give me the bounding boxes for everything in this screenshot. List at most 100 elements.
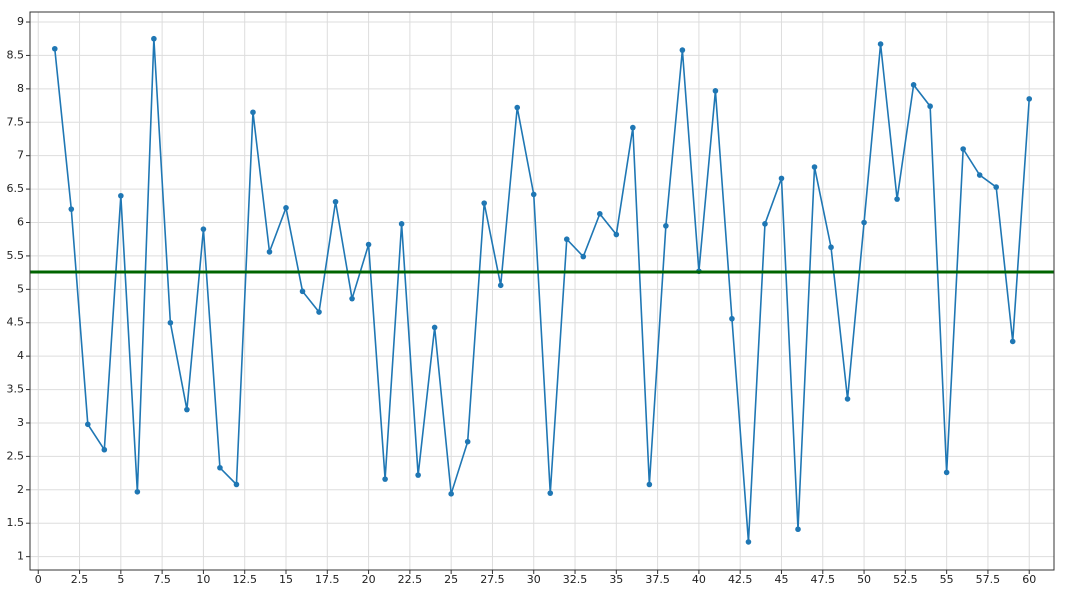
x-tick-label: 0 bbox=[35, 573, 42, 586]
point bbox=[613, 231, 620, 238]
x-tick-label: 20 bbox=[362, 573, 376, 586]
x-tick-label: 35 bbox=[609, 573, 623, 586]
y-tick-label: 1.5 bbox=[7, 516, 25, 529]
x-tick-label: 42.5 bbox=[728, 573, 753, 586]
point bbox=[349, 295, 355, 302]
y-tick-label: 7.5 bbox=[7, 115, 25, 128]
x-tick-label: 27.5 bbox=[480, 573, 505, 586]
point bbox=[679, 47, 686, 53]
point bbox=[85, 421, 91, 428]
point bbox=[514, 104, 521, 111]
y-tick-label: 4.5 bbox=[7, 316, 25, 329]
point bbox=[976, 172, 983, 178]
point bbox=[960, 146, 966, 152]
point bbox=[910, 82, 917, 88]
x-tick-label: 25 bbox=[444, 573, 458, 586]
point bbox=[431, 324, 438, 331]
point bbox=[382, 476, 388, 482]
y-tick-label: 9 bbox=[17, 15, 24, 28]
point bbox=[844, 396, 851, 402]
x-tick-label: 12.5 bbox=[232, 573, 257, 586]
x-tick-label: 7.5 bbox=[153, 573, 171, 586]
x-tick-label: 45 bbox=[774, 573, 788, 586]
point bbox=[530, 191, 537, 198]
x-tick-label: 57.5 bbox=[976, 573, 1001, 586]
point bbox=[398, 221, 405, 227]
plot-frame bbox=[29, 11, 1055, 571]
x-tick-label: 5 bbox=[117, 573, 124, 586]
y-tick-label: 2 bbox=[17, 483, 24, 496]
y-tick-label: 8 bbox=[17, 82, 24, 95]
point bbox=[283, 205, 289, 211]
point bbox=[646, 481, 653, 488]
point bbox=[597, 211, 603, 217]
point bbox=[993, 184, 999, 190]
y-tick-label: 6.5 bbox=[7, 182, 25, 195]
point bbox=[861, 219, 867, 226]
point bbox=[762, 221, 768, 227]
point bbox=[481, 200, 487, 206]
series-line bbox=[53, 38, 1031, 542]
point bbox=[1026, 96, 1033, 102]
point bbox=[943, 469, 950, 476]
point bbox=[118, 192, 124, 199]
point bbox=[266, 249, 273, 255]
point bbox=[927, 103, 933, 110]
x-tick-label: 10 bbox=[196, 573, 210, 586]
point bbox=[828, 244, 834, 251]
x-tick-label: 2.5 bbox=[71, 573, 89, 586]
y-tick-label: 2.5 bbox=[7, 449, 25, 462]
point bbox=[217, 464, 223, 471]
point bbox=[729, 315, 735, 322]
x-tick-label: 47.5 bbox=[811, 573, 836, 586]
x-tick-label: 22.5 bbox=[398, 573, 423, 586]
point bbox=[167, 319, 174, 326]
x-tick-label: 60 bbox=[1022, 573, 1036, 586]
point bbox=[101, 446, 108, 453]
point bbox=[316, 309, 322, 315]
y-tick-label: 7 bbox=[17, 149, 24, 162]
point bbox=[563, 236, 570, 243]
point bbox=[151, 35, 157, 42]
point bbox=[580, 253, 587, 260]
point bbox=[497, 282, 504, 289]
point bbox=[233, 481, 240, 488]
point bbox=[365, 241, 372, 248]
point bbox=[877, 41, 884, 47]
point bbox=[630, 124, 636, 131]
y-tick-label: 6 bbox=[17, 216, 24, 229]
y-tick-label: 8.5 bbox=[7, 48, 25, 61]
x-tick-label: 52.5 bbox=[893, 573, 918, 586]
x-tick-label: 55 bbox=[940, 573, 954, 586]
point bbox=[547, 490, 554, 496]
y-tick-label: 3 bbox=[17, 416, 24, 429]
point bbox=[134, 489, 141, 495]
point bbox=[778, 175, 785, 182]
y-tick-label: 3.5 bbox=[7, 383, 25, 396]
y-tick-label: 5 bbox=[17, 282, 24, 295]
point bbox=[200, 226, 207, 232]
point bbox=[184, 406, 190, 413]
point bbox=[415, 472, 421, 478]
point bbox=[795, 526, 801, 533]
x-tick-label: 30 bbox=[527, 573, 541, 586]
point bbox=[299, 288, 306, 295]
y-tick-label: 1 bbox=[17, 550, 24, 563]
point bbox=[663, 223, 669, 229]
point bbox=[712, 88, 719, 94]
point bbox=[745, 539, 752, 545]
point bbox=[51, 45, 58, 52]
point bbox=[68, 206, 75, 212]
x-tick-label: 37.5 bbox=[645, 573, 670, 586]
point bbox=[811, 164, 818, 170]
x-tick-label: 40 bbox=[692, 573, 706, 586]
x-tick-label: 32.5 bbox=[563, 573, 588, 586]
point bbox=[250, 109, 256, 116]
x-tick-label: 15 bbox=[279, 573, 293, 586]
point bbox=[1009, 338, 1016, 345]
y-tick-label: 5.5 bbox=[7, 249, 25, 262]
y-tick-label: 4 bbox=[17, 349, 24, 362]
point bbox=[448, 491, 454, 497]
point bbox=[332, 198, 339, 205]
